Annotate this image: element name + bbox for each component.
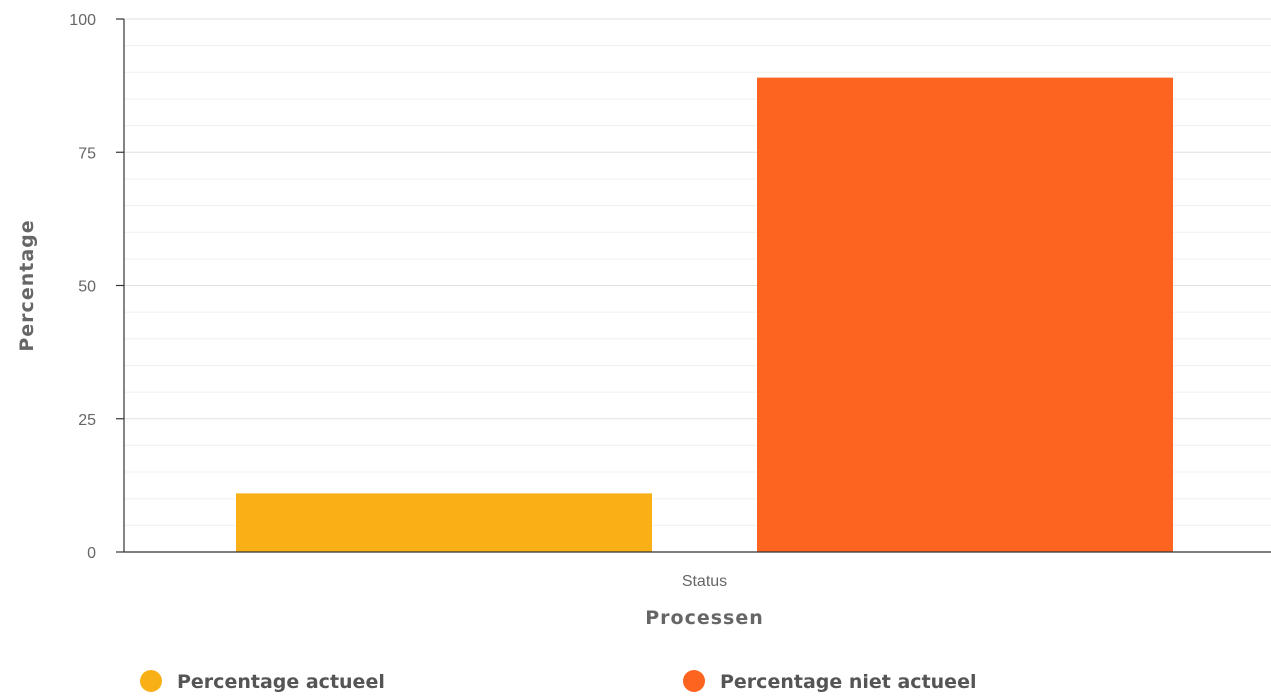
y-tick-label: 100 — [69, 12, 96, 29]
x-category-label: Status — [682, 573, 727, 590]
y-tick-label: 0 — [87, 545, 96, 562]
bars — [236, 77, 1173, 552]
legend-marker-percentage-actueel — [140, 670, 162, 692]
y-tick-labels: 0 25 50 75 100 — [69, 12, 96, 562]
y-axis-title: Percentage — [16, 219, 38, 351]
legend-label-percentage-actueel: Percentage actueel — [177, 671, 385, 693]
y-tick-label: 75 — [78, 145, 96, 162]
x-axis-title: Processen — [645, 607, 764, 629]
legend-label-percentage-niet-actueel: Percentage niet actueel — [720, 671, 976, 693]
axes — [116, 18, 1271, 553]
legend: Percentage actueel Percentage niet actuee… — [140, 670, 976, 693]
bar-percentage-niet-actueel — [757, 77, 1173, 552]
legend-marker-percentage-niet-actueel — [683, 670, 705, 692]
bar-percentage-actueel — [236, 493, 652, 552]
y-tick-label: 25 — [78, 412, 96, 429]
y-tick-label: 50 — [78, 279, 96, 296]
